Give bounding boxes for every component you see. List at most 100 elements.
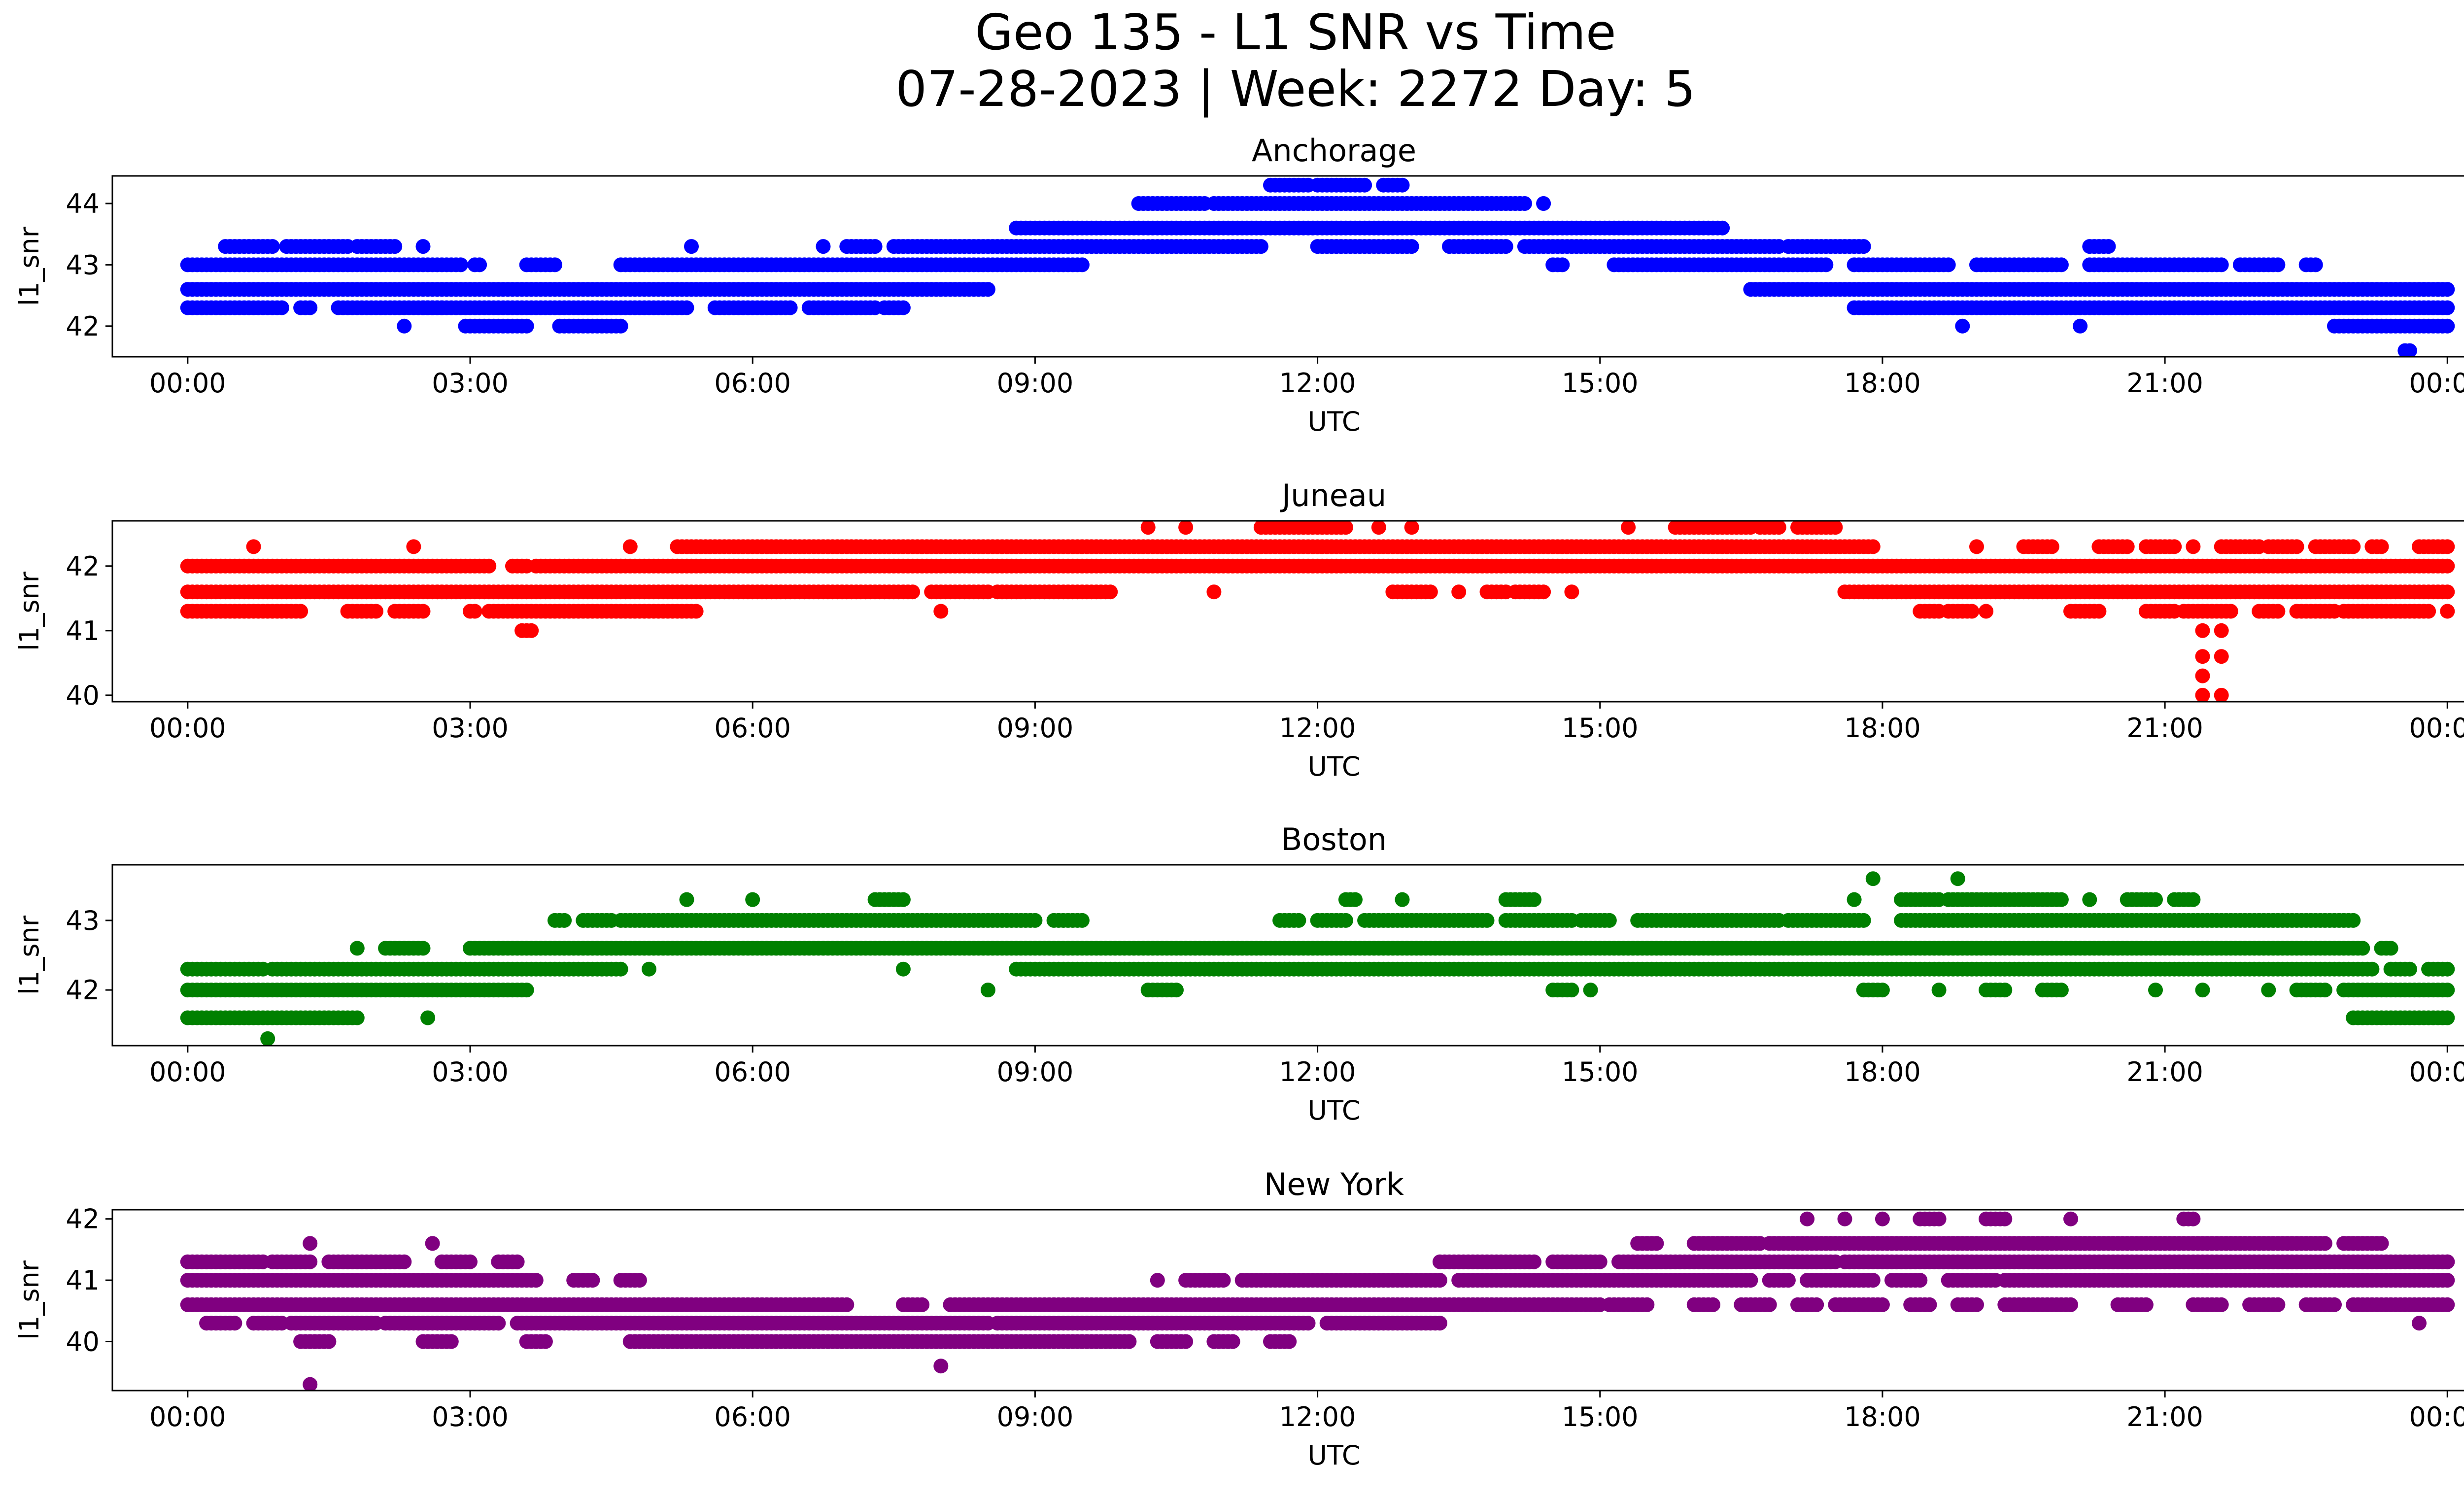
data-point [1828,520,1843,535]
figure-title-line1: Geo 135 - L1 SNR vs Time [975,3,1616,61]
data-point [896,892,911,907]
data-point [2402,962,2417,977]
data-point [1772,520,1786,535]
data-point [1640,1297,1654,1312]
data-point [2346,913,2361,928]
data-point [1951,871,1965,886]
data-point [1715,221,1730,236]
data-point [2412,1316,2427,1330]
data-point [1404,239,1419,254]
data-point [321,1334,336,1349]
data-point [933,604,948,619]
data-point [519,319,534,334]
y-tick-label: 41 [66,615,100,646]
data-point [2261,983,2276,997]
data-point [293,604,308,619]
data-point [2440,983,2455,997]
data-point [227,1316,242,1330]
data-point [896,962,911,977]
data-point [2270,257,2285,272]
data-point [2214,623,2229,638]
data-point [981,282,995,297]
data-point [1423,584,1438,599]
data-point [2054,983,2069,997]
data-point [1103,584,1118,599]
data-point [2440,559,2455,574]
data-point [2186,539,2200,554]
data-point [2101,239,2116,254]
data-point [2195,669,2210,683]
data-point [2440,962,2455,977]
x-tick-label: 15:00 [1562,1056,1639,1088]
data-point [260,1031,275,1046]
x-tick-label: 15:00 [1562,368,1639,399]
data-point [1254,239,1268,254]
subplot-title: Boston [1281,821,1387,857]
data-point [2440,301,2455,315]
data-point [2148,983,2163,997]
data-point [472,257,487,272]
data-point [680,892,694,907]
data-point [2186,892,2200,907]
data-point [2214,649,2229,664]
data-point [2318,983,2332,997]
subplot-title: Juneau [1280,477,1386,513]
x-tick-label: 00:00 [2409,1056,2464,1088]
data-point [397,319,411,334]
data-point [1932,983,1947,997]
data-point [614,319,628,334]
data-point [981,983,995,997]
data-point [1866,539,1881,554]
data-point [1178,1334,1193,1349]
x-axis-label: UTC [1307,751,1360,782]
data-point [689,604,704,619]
data-point [2440,604,2455,619]
x-tick-label: 15:00 [1562,713,1639,744]
y-tick-label: 43 [66,905,100,936]
data-point [491,1316,506,1330]
x-tick-label: 21:00 [2126,1056,2203,1088]
data-point [2374,539,2389,554]
scatter-points [180,520,2455,703]
data-point [350,941,365,955]
x-tick-label: 12:00 [1279,1056,1356,1088]
data-point [524,623,539,638]
data-point [420,1011,435,1025]
data-point [1395,892,1410,907]
data-point [453,257,468,272]
data-point [1371,520,1386,535]
data-point [839,1297,854,1312]
data-point [2430,282,2445,297]
data-point [2290,539,2304,554]
data-point [2120,539,2135,554]
data-point [1564,584,1579,599]
x-axis-label: UTC [1307,1095,1360,1126]
data-point [1291,913,1306,928]
data-point [745,892,760,907]
data-point [2148,892,2163,907]
data-point [1979,604,1993,619]
data-point [2045,539,2059,554]
x-axis-label: UTC [1307,406,1360,437]
data-point [1451,584,1466,599]
data-point [2054,892,2069,907]
data-point [2214,688,2229,703]
y-axis-label: l1_snr [14,571,45,651]
subplot-title: Anchorage [1252,133,1416,169]
data-point [1075,257,1090,272]
data-point [1499,239,1513,254]
x-tick-label: 00:00 [2409,368,2464,399]
data-point [1075,913,1090,928]
scatter-points [180,1212,2455,1392]
data-point [2364,962,2379,977]
data-point [1122,1334,1136,1349]
data-point [1762,1297,1777,1312]
data-point [387,239,402,254]
x-tick-label: 00:00 [2409,713,2464,744]
data-point [406,539,421,554]
data-point [2440,584,2455,599]
